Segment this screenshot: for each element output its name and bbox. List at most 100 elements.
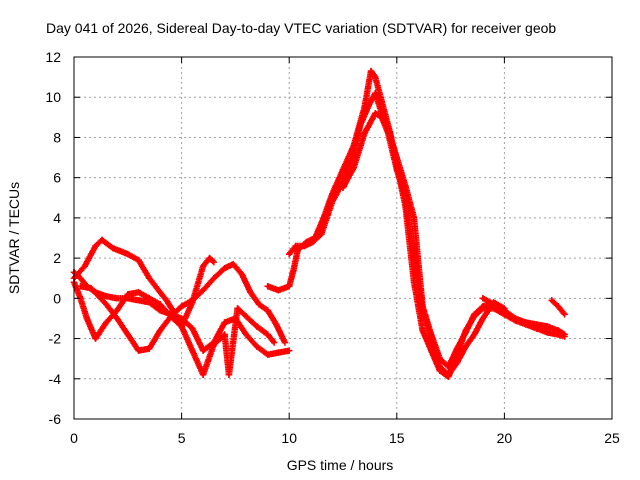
data-point — [462, 329, 469, 336]
series-arc-4 — [77, 260, 289, 354]
data-point — [357, 122, 364, 129]
y-tick-label: 0 — [53, 290, 61, 306]
data-point — [242, 331, 250, 338]
data-point — [230, 260, 237, 268]
data-point — [281, 339, 289, 346]
y-tick-label: 12 — [45, 49, 61, 65]
data-point — [361, 130, 368, 137]
data-point — [199, 347, 207, 354]
data-point — [372, 110, 379, 117]
data-point — [124, 250, 131, 258]
data-point — [88, 285, 95, 292]
data-point — [242, 313, 250, 320]
data-point — [167, 313, 175, 320]
data-point — [83, 315, 91, 322]
data-point — [544, 329, 551, 336]
data-point — [561, 331, 568, 338]
data-point — [264, 331, 271, 338]
x-tick-label: 10 — [281, 430, 297, 446]
data-point — [350, 164, 357, 171]
data-point — [206, 254, 213, 262]
data-point — [419, 307, 426, 314]
data-point — [178, 323, 185, 330]
data-point — [522, 319, 530, 326]
x-axis-label: GPS time / hours — [287, 457, 394, 473]
data-point — [189, 347, 196, 354]
data-point — [77, 283, 84, 290]
data-point — [372, 73, 379, 81]
data-point — [445, 363, 452, 370]
data-point — [247, 289, 254, 296]
data-point — [113, 307, 121, 314]
data-point — [255, 301, 263, 308]
data-point — [339, 184, 347, 191]
data-point — [124, 291, 131, 298]
x-tick-label: 25 — [604, 430, 620, 446]
data-point — [156, 289, 164, 296]
data-point — [253, 323, 261, 330]
data-point — [135, 256, 142, 264]
y-tick-label: 2 — [53, 250, 61, 266]
data-point — [318, 230, 325, 238]
y-tick-label: 6 — [53, 170, 61, 186]
data-point — [98, 236, 106, 244]
data-point — [365, 102, 373, 109]
y-tick-label: 4 — [53, 210, 61, 226]
data-point — [555, 327, 562, 334]
y-tick-label: 8 — [53, 129, 61, 145]
plot-frame — [73, 56, 613, 420]
data-point — [501, 307, 508, 314]
data-point — [453, 359, 461, 366]
y-tick-label: 10 — [45, 89, 61, 105]
data-point — [479, 295, 487, 302]
data-point — [146, 345, 153, 352]
data-point — [428, 335, 435, 342]
data-point — [286, 347, 293, 354]
data-point — [238, 271, 246, 278]
y-axis-ticks: -6 -4 -2 0 2 4 6 8 10 12 — [45, 49, 612, 427]
data-point — [221, 331, 228, 338]
x-tick-label: 20 — [497, 430, 513, 446]
data-point — [329, 198, 336, 205]
data-point — [103, 301, 110, 308]
data-point — [436, 363, 444, 370]
data-point — [264, 351, 271, 358]
x-axis-ticks: 0 5 10 15 20 25 — [70, 57, 620, 446]
grid — [74, 57, 612, 419]
data-point — [286, 250, 293, 258]
series-markers — [70, 269, 291, 358]
data-point — [471, 311, 478, 318]
data-point — [393, 166, 400, 173]
data-point — [234, 305, 241, 312]
data-point — [81, 262, 88, 270]
data-point — [367, 67, 375, 75]
data-point — [286, 283, 293, 290]
data-point — [135, 297, 142, 304]
data-point — [210, 275, 218, 282]
data-point — [210, 341, 218, 348]
y-tick-label: -4 — [49, 371, 62, 387]
data-point — [309, 238, 317, 246]
data-point — [533, 321, 540, 328]
data-point — [453, 345, 461, 352]
data-series — [70, 67, 568, 380]
series-arc-9 — [548, 297, 568, 318]
data-point — [109, 244, 116, 252]
data-point — [113, 295, 121, 302]
data-point — [479, 315, 487, 322]
data-point — [479, 303, 487, 310]
data-point — [419, 327, 426, 334]
data-point — [221, 264, 228, 272]
data-point — [135, 289, 142, 296]
data-point — [410, 214, 418, 222]
data-point — [273, 321, 280, 328]
data-point — [199, 287, 207, 294]
data-point — [402, 194, 409, 201]
data-point — [384, 130, 392, 137]
data-point — [225, 371, 233, 378]
data-point — [189, 297, 196, 304]
x-tick-label: 15 — [389, 430, 405, 446]
x-tick-label: 0 — [70, 430, 78, 446]
series-arc-7 — [339, 110, 508, 378]
